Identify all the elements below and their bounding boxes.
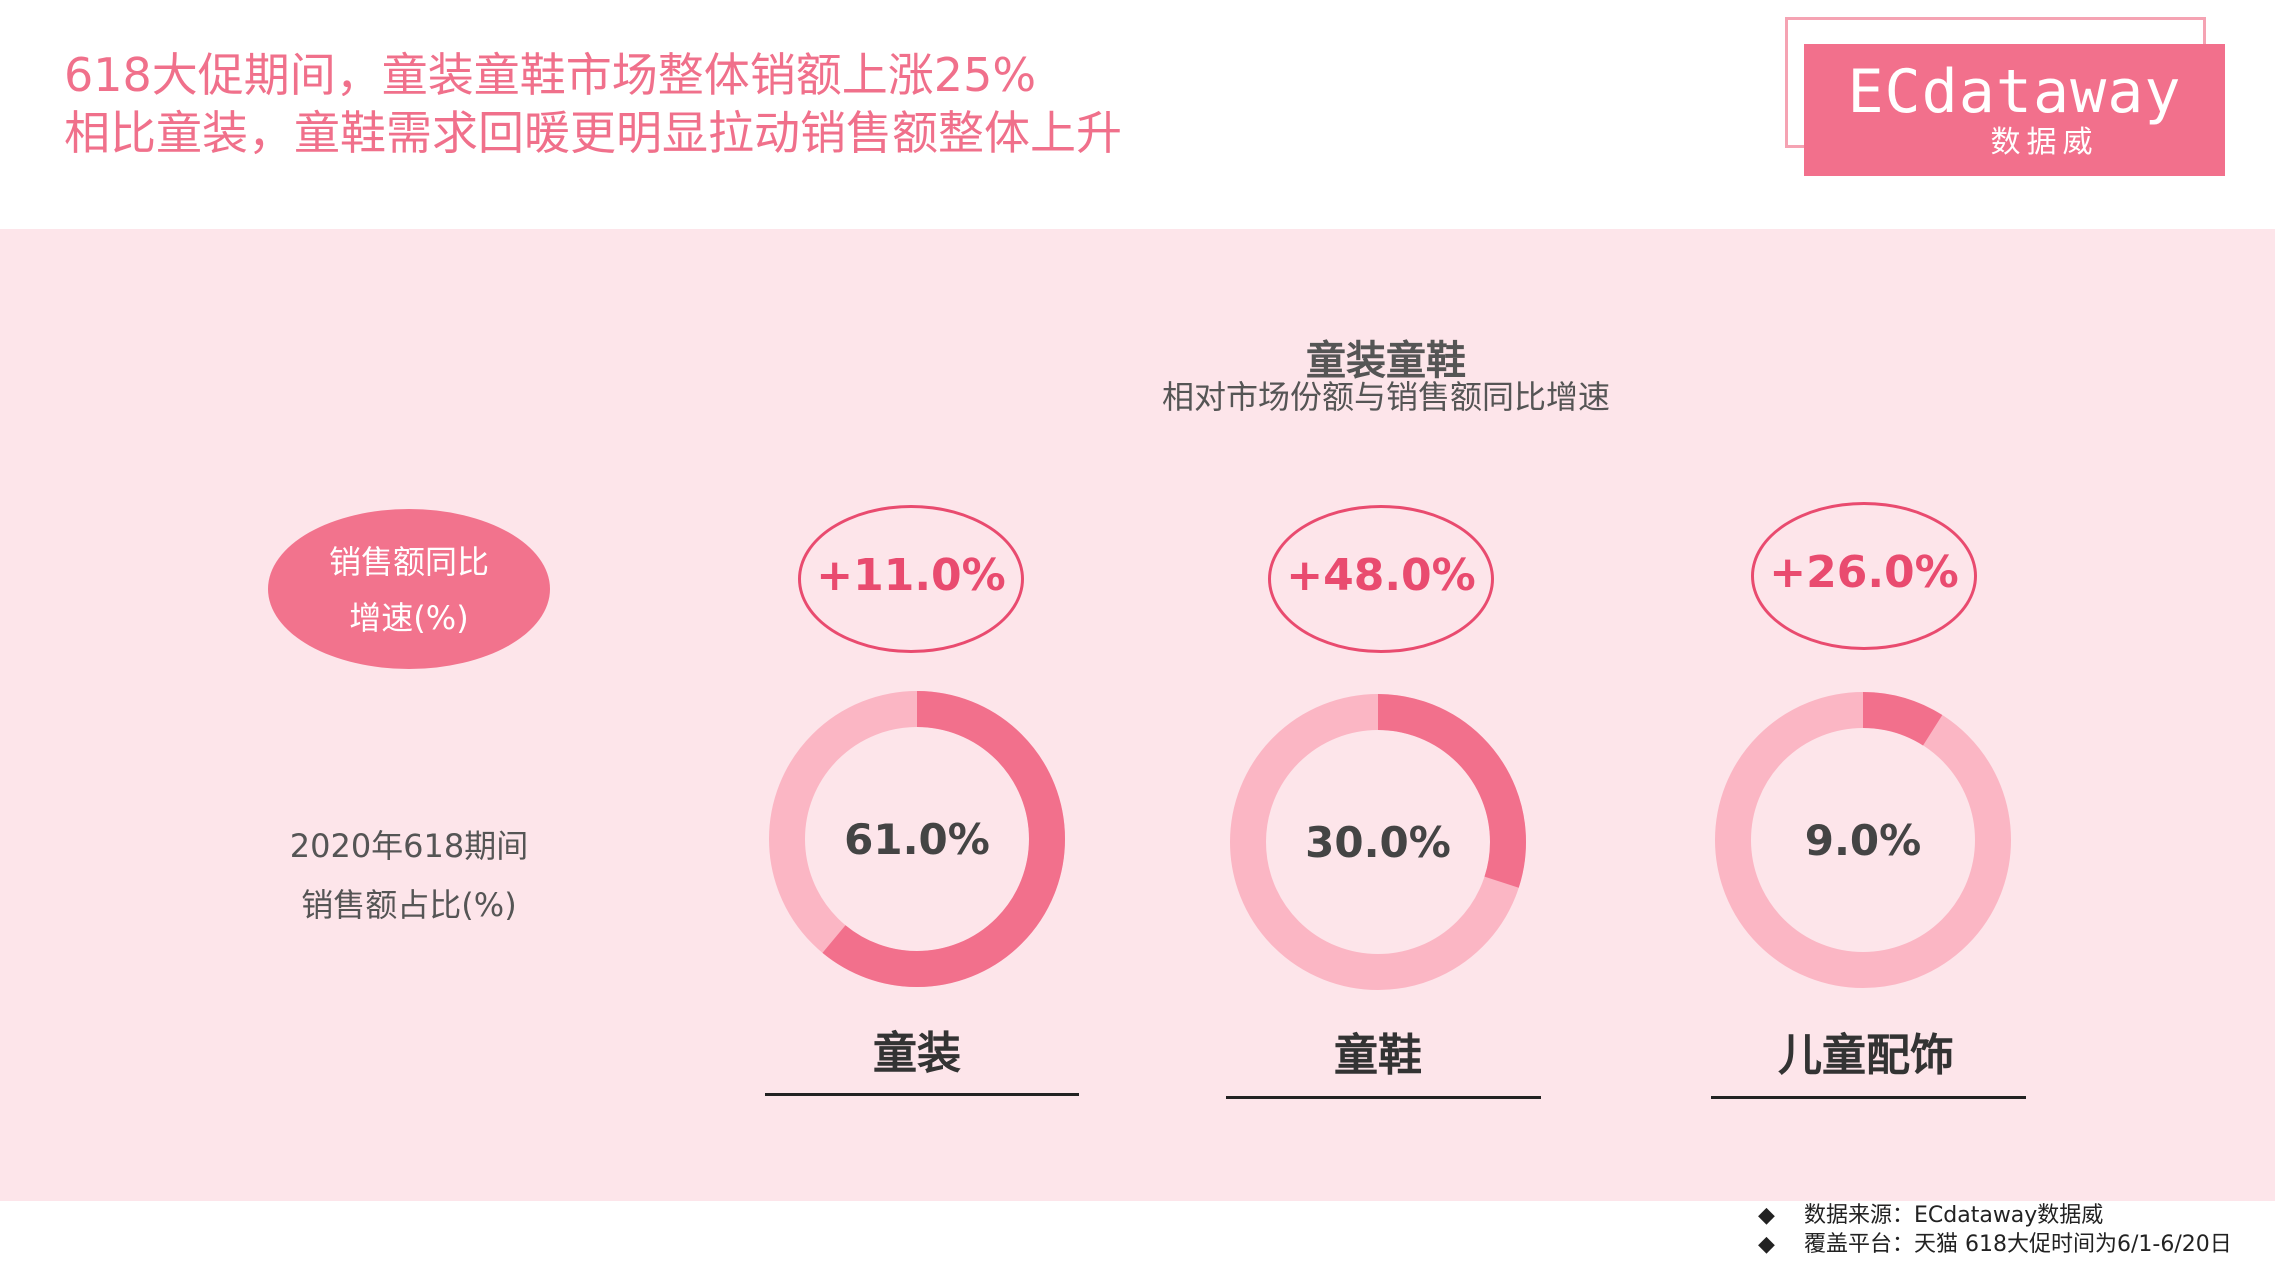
category-label-kids-shoes: 童鞋 — [1334, 1030, 1422, 1081]
growth-badge-kids-shoes: +48.0% — [1268, 505, 1494, 653]
donut-share-arc — [1715, 692, 2011, 988]
growth-value: +26.0% — [1769, 547, 1959, 598]
platform-text: 覆盖平台：天猫 618大促时间为6/1-6/20日 — [1804, 1232, 2232, 1257]
category-underline — [1226, 1096, 1541, 1099]
donut-share-arc — [769, 691, 1065, 987]
header: 618大促期间，童装童鞋市场整体销额上涨25% 相比童装，童鞋需求回暖更明显拉动… — [0, 0, 2275, 229]
footer-source: ◆ 数据来源：ECdataway数据威 — [1758, 1205, 2103, 1227]
growth-value: +11.0% — [816, 550, 1006, 601]
logo: ECdataway 数据威 — [1804, 44, 2225, 176]
share-row-label-line-2: 销售额占比(%) — [301, 886, 517, 924]
category-underline — [1711, 1096, 2026, 1099]
diamond-bullet-icon: ◆ — [1758, 1232, 1775, 1257]
headline-line-2: 相比童装，童鞋需求回暖更明显拉动销售额整体上升 — [64, 106, 1122, 160]
footer-platform: ◆ 覆盖平台：天猫 618大促时间为6/1-6/20日 — [1758, 1234, 2232, 1256]
donut-center-value: 30.0% — [1305, 818, 1451, 867]
growth-row-label-line-1: 销售额同比 — [328, 543, 489, 581]
chart-title: 童装童鞋 — [1306, 338, 1466, 384]
source-text: 数据来源：ECdataway数据威 — [1804, 1203, 2104, 1228]
growth-badge-kids-clothing: +11.0% — [798, 505, 1024, 653]
headline-line-1: 618大促期间，童装童鞋市场整体销额上涨25% — [64, 48, 1037, 102]
logo-subtext: 数据威 — [1990, 125, 2099, 160]
logo-text: ECdataway — [1847, 57, 2182, 127]
donut-center-value: 9.0% — [1805, 816, 1921, 865]
category-label-kids-accessories: 儿童配饰 — [1778, 1030, 1954, 1081]
growth-row-label-line-2: 增速(%) — [349, 599, 469, 637]
growth-badge-kids-accessories: +26.0% — [1751, 502, 1977, 650]
category-underline — [765, 1093, 1079, 1096]
donut-share-arc — [1230, 694, 1526, 990]
growth-value: +48.0% — [1286, 550, 1476, 601]
donut-center-value: 61.0% — [844, 815, 990, 864]
diamond-bullet-icon: ◆ — [1758, 1203, 1775, 1228]
chart-subtitle: 相对市场份额与销售额同比增速 — [1161, 378, 1610, 416]
category-label-kids-clothing: 童装 — [873, 1028, 961, 1079]
growth-row-label: 销售额同比 增速(%) — [268, 509, 550, 669]
share-row-label-line-1: 2020年618期间 — [289, 827, 529, 865]
